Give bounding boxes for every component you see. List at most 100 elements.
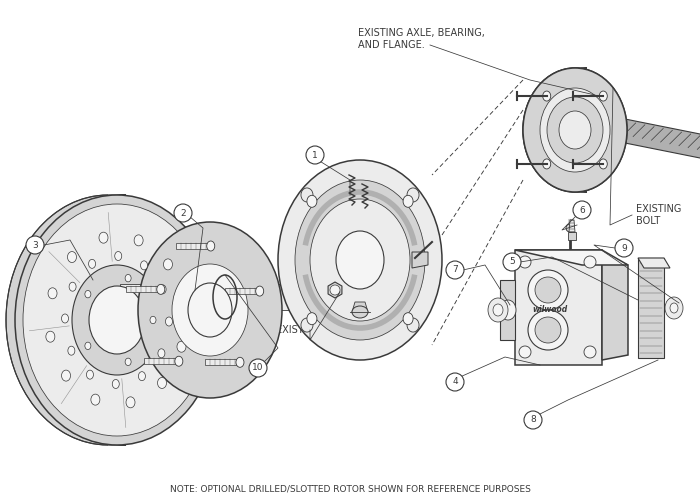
Ellipse shape	[500, 300, 516, 320]
Polygon shape	[515, 250, 602, 365]
Text: 5: 5	[509, 257, 515, 266]
Ellipse shape	[188, 283, 232, 337]
Ellipse shape	[559, 111, 591, 149]
Ellipse shape	[542, 159, 551, 169]
Ellipse shape	[89, 259, 96, 268]
Circle shape	[503, 253, 521, 271]
Ellipse shape	[48, 288, 57, 299]
Polygon shape	[523, 68, 587, 192]
Polygon shape	[620, 118, 700, 164]
Ellipse shape	[407, 318, 419, 332]
Ellipse shape	[236, 357, 244, 368]
Circle shape	[446, 373, 464, 391]
Polygon shape	[352, 302, 368, 312]
Ellipse shape	[91, 394, 100, 405]
Ellipse shape	[62, 314, 69, 323]
Text: NOTE: OPTIONAL DRILLED/SLOTTED ROTOR SHOWN FOR REFERENCE PURPOSES: NOTE: OPTIONAL DRILLED/SLOTTED ROTOR SHO…	[169, 484, 531, 493]
Ellipse shape	[528, 310, 568, 350]
Ellipse shape	[566, 224, 574, 232]
Ellipse shape	[523, 68, 627, 192]
Circle shape	[573, 201, 591, 219]
Ellipse shape	[352, 306, 368, 318]
Ellipse shape	[670, 303, 678, 313]
FancyArrow shape	[120, 284, 210, 310]
Ellipse shape	[547, 97, 603, 163]
Ellipse shape	[158, 349, 165, 358]
Ellipse shape	[336, 231, 384, 289]
Ellipse shape	[519, 256, 531, 268]
Ellipse shape	[403, 195, 413, 207]
Ellipse shape	[85, 342, 91, 350]
Ellipse shape	[403, 313, 413, 325]
Ellipse shape	[206, 241, 215, 251]
Ellipse shape	[69, 282, 76, 291]
Ellipse shape	[125, 274, 131, 282]
Ellipse shape	[553, 104, 597, 156]
Ellipse shape	[523, 68, 627, 192]
Text: 1: 1	[312, 150, 318, 159]
Ellipse shape	[72, 265, 162, 375]
Circle shape	[306, 146, 324, 164]
Ellipse shape	[307, 313, 317, 325]
Ellipse shape	[85, 290, 91, 298]
Polygon shape	[602, 255, 628, 360]
Circle shape	[249, 359, 267, 377]
Text: 9: 9	[621, 244, 627, 252]
Ellipse shape	[535, 317, 561, 343]
Ellipse shape	[493, 304, 503, 316]
Ellipse shape	[278, 160, 442, 360]
Polygon shape	[500, 280, 515, 340]
Polygon shape	[176, 243, 211, 249]
Circle shape	[174, 204, 192, 222]
Ellipse shape	[139, 372, 146, 380]
Ellipse shape	[542, 91, 551, 101]
Ellipse shape	[99, 232, 108, 243]
Ellipse shape	[157, 284, 164, 294]
Ellipse shape	[115, 251, 122, 260]
Polygon shape	[638, 258, 670, 268]
Ellipse shape	[86, 370, 93, 379]
Ellipse shape	[159, 285, 166, 294]
Circle shape	[26, 236, 44, 254]
Ellipse shape	[126, 397, 135, 408]
Text: 6: 6	[579, 206, 585, 215]
Ellipse shape	[528, 270, 568, 310]
Ellipse shape	[141, 261, 148, 270]
Ellipse shape	[46, 331, 55, 342]
Ellipse shape	[172, 264, 248, 356]
Polygon shape	[568, 232, 576, 240]
Ellipse shape	[519, 346, 531, 358]
Ellipse shape	[301, 188, 313, 202]
Text: 4: 4	[452, 377, 458, 386]
Ellipse shape	[138, 222, 282, 398]
Polygon shape	[225, 288, 260, 294]
Text: █: █	[568, 219, 572, 223]
Polygon shape	[205, 359, 240, 366]
Circle shape	[524, 411, 542, 429]
Polygon shape	[569, 220, 575, 232]
Ellipse shape	[23, 204, 211, 436]
Ellipse shape	[89, 286, 145, 354]
Text: EXISTING AXLE, BEARING,: EXISTING AXLE, BEARING,	[358, 28, 485, 38]
Polygon shape	[328, 282, 342, 298]
Circle shape	[615, 239, 633, 257]
Text: wilwood: wilwood	[532, 305, 567, 315]
Text: EXISTING NUT: EXISTING NUT	[276, 325, 344, 335]
Circle shape	[446, 261, 464, 279]
Text: EXISTING
BOLT: EXISTING BOLT	[636, 204, 681, 226]
Ellipse shape	[158, 377, 167, 388]
FancyArrow shape	[210, 284, 320, 310]
Ellipse shape	[134, 235, 143, 246]
Ellipse shape	[256, 286, 264, 296]
Polygon shape	[126, 286, 161, 292]
Ellipse shape	[165, 317, 172, 326]
Ellipse shape	[307, 195, 317, 207]
Text: 8: 8	[530, 415, 536, 424]
Text: AND FLANGE.: AND FLANGE.	[358, 40, 425, 50]
Ellipse shape	[67, 251, 76, 262]
Text: 2: 2	[180, 209, 186, 218]
Ellipse shape	[301, 318, 313, 332]
Text: 10: 10	[252, 364, 264, 373]
Ellipse shape	[584, 346, 596, 358]
Polygon shape	[6, 195, 126, 445]
